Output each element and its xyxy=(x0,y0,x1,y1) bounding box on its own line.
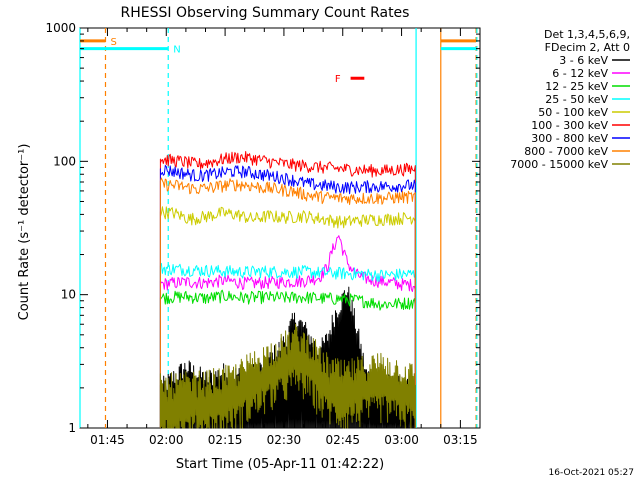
x-axis-label: Start Time (05-Apr-11 01:42:22) xyxy=(176,457,384,472)
bar-label: F xyxy=(335,74,341,85)
legend-header: Det 1,3,4,5,6,9, xyxy=(544,28,630,41)
plot-area: S N F 01:45 02:00 02:15 02:30 02:45 03:00 03:15 1 1… xyxy=(45,21,481,447)
series-line xyxy=(159,165,416,428)
y-tick-label: 100 xyxy=(53,154,76,168)
x-tick-label: 02:30 xyxy=(267,433,302,447)
series-line xyxy=(159,151,416,428)
legend-entry-label: 12 - 25 keV xyxy=(545,80,608,93)
x-tick-label: 01:45 xyxy=(90,433,125,447)
legend-entry-label: 50 - 100 keV xyxy=(538,106,608,119)
bar-label: S xyxy=(110,37,116,48)
chart-title: RHESSI Observing Summary Count Rates xyxy=(121,5,410,21)
x-tick-label: 03:00 xyxy=(384,433,419,447)
legend-entry-label: 300 - 800 keV xyxy=(531,132,608,145)
legend-entry-label: 7000 - 15000 keV xyxy=(510,158,608,171)
legend-entry-label: 3 - 6 keV xyxy=(559,54,608,67)
series-line xyxy=(159,323,416,429)
bar-label: N xyxy=(173,45,180,56)
y-axis-label: Count Rate (s⁻¹ detector⁻¹) xyxy=(17,144,32,321)
x-tick-label: 03:15 xyxy=(443,433,478,447)
legend-header: FDecim 2, Att 0 xyxy=(545,41,630,54)
series-line xyxy=(159,262,416,428)
x-tick-label: 02:45 xyxy=(325,433,360,447)
legend-entry-label: 25 - 50 keV xyxy=(545,93,608,106)
legend-entry-label: 800 - 7000 keV xyxy=(524,145,608,158)
series-line xyxy=(159,206,416,428)
x-tick-label: 02:00 xyxy=(149,433,184,447)
series-line xyxy=(159,177,416,428)
legend-entry-label: 6 - 12 keV xyxy=(552,67,608,80)
x-tick-label: 02:15 xyxy=(208,433,243,447)
generation-timestamp: 16-Oct-2021 05:27 xyxy=(548,468,634,478)
series-line xyxy=(159,235,416,428)
legend: Det 1,3,4,5,6,9,FDecim 2, Att 03 - 6 keV… xyxy=(510,28,630,171)
y-tick-label: 10 xyxy=(61,288,76,302)
y-tick-label: 1 xyxy=(68,421,76,435)
y-tick-label: 1000 xyxy=(45,21,76,35)
legend-entry-label: 100 - 300 keV xyxy=(531,119,608,132)
series-line xyxy=(159,289,416,428)
